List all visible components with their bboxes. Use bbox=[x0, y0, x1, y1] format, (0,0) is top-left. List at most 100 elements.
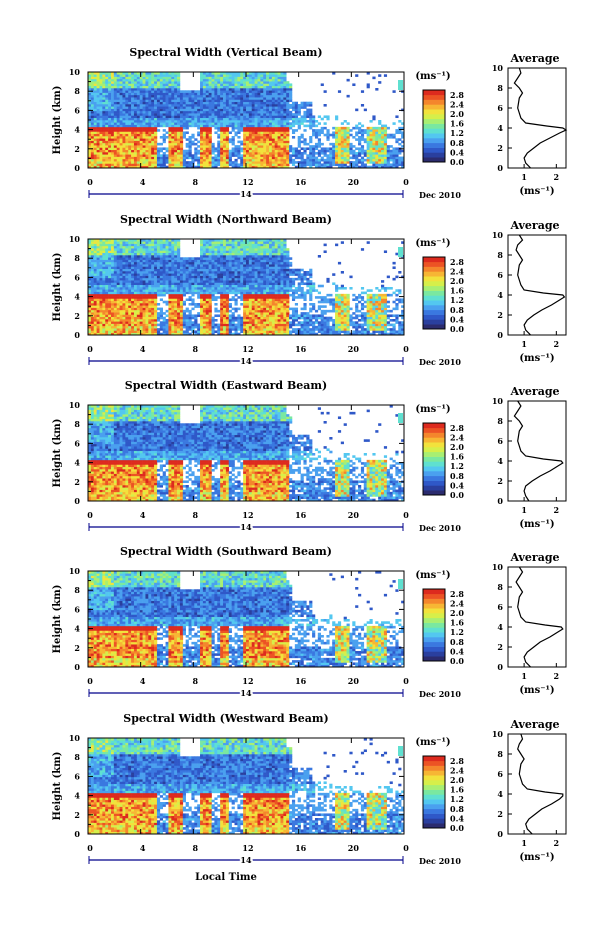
heatmap-cell bbox=[157, 260, 160, 263]
heatmap-cell bbox=[102, 278, 105, 281]
heatmap-cell bbox=[280, 93, 283, 96]
heatmap-cell bbox=[99, 111, 102, 114]
heatmap-cell bbox=[97, 81, 100, 84]
heatmap-cell bbox=[183, 102, 186, 105]
heatmap-cell bbox=[384, 129, 387, 132]
heatmap-cell bbox=[367, 159, 370, 162]
heatmap-cell bbox=[166, 280, 169, 283]
heatmap-cell bbox=[168, 296, 171, 299]
heatmap-cell bbox=[246, 125, 249, 128]
heatmap-cell bbox=[94, 147, 97, 150]
heatmap-cell bbox=[168, 241, 171, 244]
heatmap-cell bbox=[134, 152, 137, 155]
heatmap-cell bbox=[186, 111, 189, 114]
heatmap-cell bbox=[140, 115, 143, 118]
heatmap-cell bbox=[214, 122, 217, 125]
heatmap-cell bbox=[384, 152, 387, 155]
heatmap-cell bbox=[283, 157, 286, 160]
heatmap-cell bbox=[275, 74, 278, 77]
heatmap-cell bbox=[191, 280, 194, 283]
heatmap-cell bbox=[177, 255, 180, 258]
heatmap-cell bbox=[102, 273, 105, 276]
heatmap-cell bbox=[140, 298, 143, 301]
heatmap-cell bbox=[114, 88, 117, 91]
heatmap-cell bbox=[186, 154, 189, 157]
heatmap-cell bbox=[255, 161, 258, 164]
heatmap-cell bbox=[232, 81, 235, 84]
heatmap-cell bbox=[91, 282, 94, 285]
heatmap-cell bbox=[220, 157, 223, 160]
heatmap-cell bbox=[257, 131, 260, 134]
heatmap-cell bbox=[131, 118, 134, 121]
heatmap-cell bbox=[390, 154, 393, 157]
heatmap-cell bbox=[249, 86, 252, 89]
heatmap-cell bbox=[260, 129, 263, 132]
heatmap-cell bbox=[286, 127, 289, 130]
heatmap-cell bbox=[117, 244, 120, 247]
heatmap-cell bbox=[243, 90, 246, 93]
heatmap-cell bbox=[220, 161, 223, 164]
heatmap-cell bbox=[252, 79, 255, 82]
heatmap-cell bbox=[272, 77, 275, 80]
heatmap-cell bbox=[131, 79, 134, 82]
heatmap-cell bbox=[160, 257, 163, 260]
heatmap-cell bbox=[102, 143, 105, 146]
heatmap-cell bbox=[278, 106, 281, 109]
heatmap-cell bbox=[111, 303, 114, 306]
heatmap-cell bbox=[286, 104, 289, 107]
heatmap-cell bbox=[145, 241, 148, 244]
heatmap-cell bbox=[252, 159, 255, 162]
heatmap-cell bbox=[125, 97, 128, 100]
heatmap-cell bbox=[94, 241, 97, 244]
heatmap-cell bbox=[212, 88, 215, 91]
heatmap-cell bbox=[381, 129, 384, 132]
heatmap-cell bbox=[229, 83, 232, 86]
heatmap-cell bbox=[364, 129, 367, 132]
heatmap-cell bbox=[114, 314, 117, 317]
heatmap-cell bbox=[177, 287, 180, 290]
heatmap-cell bbox=[246, 115, 249, 118]
heatmap-cell bbox=[203, 88, 206, 91]
heatmap-cell bbox=[255, 159, 258, 162]
heatmap-cell bbox=[249, 79, 252, 82]
heatmap-cell bbox=[191, 264, 194, 267]
heatmap-cell bbox=[94, 127, 97, 130]
heatmap-cell bbox=[97, 111, 100, 114]
heatmap-cell bbox=[151, 253, 154, 256]
heatmap-cell bbox=[180, 289, 183, 292]
heatmap-cell bbox=[240, 143, 243, 146]
heatmap-cell bbox=[120, 282, 123, 285]
heatmap-cell bbox=[105, 280, 108, 283]
heatmap-cell bbox=[344, 131, 347, 134]
heatmap-cell bbox=[312, 118, 315, 121]
heatmap-cell bbox=[212, 81, 215, 84]
heatmap-cell bbox=[131, 264, 134, 267]
heatmap-cell bbox=[220, 115, 223, 118]
heatmap-cell bbox=[131, 131, 134, 134]
heatmap-cell bbox=[212, 104, 215, 107]
heatmap-cell bbox=[217, 145, 220, 148]
heatmap-cell bbox=[183, 326, 186, 329]
heatmap-cell bbox=[99, 244, 102, 247]
heatmap-cell bbox=[140, 138, 143, 141]
heatmap-cell bbox=[105, 250, 108, 253]
heatmap-cell bbox=[260, 102, 263, 105]
heatmap-cell bbox=[249, 77, 252, 80]
heatmap-cell bbox=[171, 321, 174, 324]
heatmap-cell bbox=[189, 282, 192, 285]
heatmap-cell bbox=[168, 93, 171, 96]
heatmap-cell bbox=[154, 97, 157, 100]
heatmap-cell bbox=[214, 113, 217, 116]
heatmap-cell bbox=[235, 74, 238, 77]
heatmap-cell bbox=[378, 157, 381, 160]
heatmap-cell bbox=[212, 97, 215, 100]
heatmap-cell bbox=[160, 250, 163, 253]
heatmap-cell bbox=[102, 260, 105, 263]
heatmap-cell bbox=[338, 154, 341, 157]
heatmap-cell bbox=[257, 81, 260, 84]
heatmap-cell bbox=[174, 244, 177, 247]
heatmap-cell bbox=[269, 102, 272, 105]
heatmap-cell bbox=[301, 157, 304, 160]
heatmap-cell bbox=[189, 138, 192, 141]
heatmap-cell bbox=[194, 106, 197, 109]
